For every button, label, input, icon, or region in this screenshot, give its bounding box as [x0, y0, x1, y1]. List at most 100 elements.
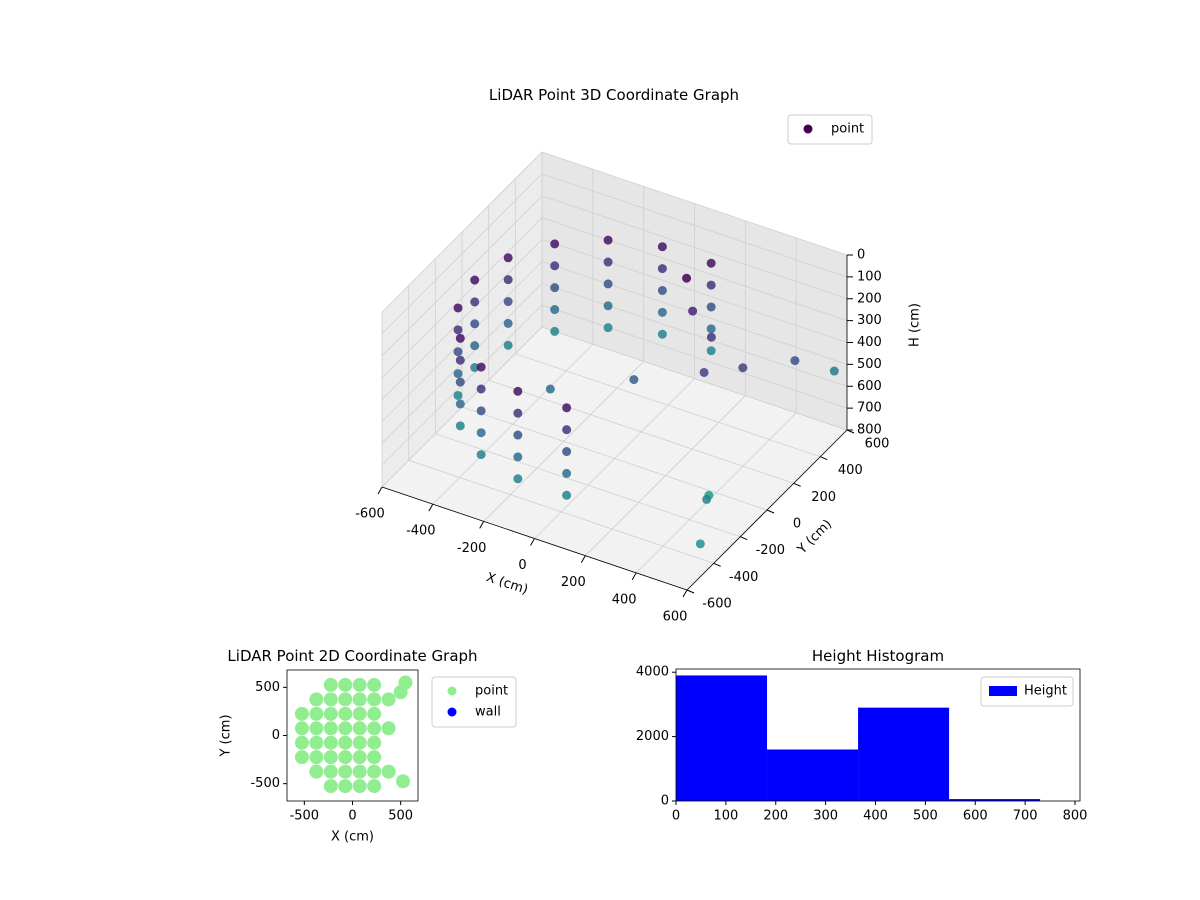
z-tick-label: 0	[857, 248, 865, 263]
point	[657, 264, 667, 274]
point	[323, 677, 338, 692]
point	[706, 346, 716, 356]
y-tick-label: 500	[255, 680, 280, 695]
point	[352, 706, 367, 721]
point	[562, 490, 572, 500]
legend-marker	[803, 124, 813, 134]
x-tick-label: -200	[457, 541, 487, 556]
x-tick-label: 300	[813, 809, 838, 824]
x-tick-label: 800	[1063, 809, 1088, 824]
legend-label: wall	[475, 705, 501, 720]
point	[367, 764, 382, 779]
point	[455, 399, 465, 409]
point	[513, 474, 523, 484]
y-tick	[686, 589, 695, 594]
point	[513, 452, 523, 462]
z-tick-label: 600	[857, 379, 882, 394]
grid-line	[381, 260, 848, 422]
point	[688, 306, 698, 316]
point	[503, 253, 513, 263]
y-tick	[793, 482, 801, 487]
y-tick	[766, 509, 775, 514]
x-axis-label: X (cm)	[484, 570, 530, 598]
x-tick-label: 100	[713, 809, 738, 824]
point	[453, 303, 463, 313]
point	[338, 750, 353, 765]
point	[323, 706, 338, 721]
point	[338, 779, 353, 794]
legend: point	[787, 114, 873, 145]
z-tick-label: 800	[857, 423, 882, 438]
point	[338, 735, 353, 750]
y-tick-label: -600	[702, 597, 732, 612]
point	[453, 390, 463, 400]
point	[367, 706, 382, 721]
point	[367, 750, 382, 765]
y-tick-label: 2000	[636, 729, 669, 744]
point	[309, 764, 324, 779]
point	[657, 285, 667, 295]
z-tick-label: 400	[857, 335, 882, 350]
y-tick	[820, 456, 828, 461]
x-tick-label: 400	[612, 592, 637, 607]
point	[352, 750, 367, 765]
grid-line	[381, 217, 848, 378]
point	[470, 297, 480, 307]
point	[513, 430, 523, 440]
point	[603, 235, 613, 245]
histogram-bar	[858, 707, 950, 801]
chart-title: LiDAR Point 2D Coordinate Graph	[227, 647, 477, 665]
legend: point wall	[431, 676, 517, 728]
point	[603, 257, 613, 267]
point	[352, 721, 367, 736]
y-tick	[713, 562, 721, 567]
point	[829, 366, 839, 376]
point	[503, 318, 513, 328]
point	[470, 275, 480, 285]
point	[513, 386, 523, 396]
y-tick-label: 400	[838, 463, 863, 478]
point	[381, 692, 396, 707]
point	[790, 356, 800, 366]
point	[603, 301, 613, 311]
point	[702, 494, 712, 504]
x-axis-label: X (cm)	[331, 830, 374, 845]
grid-line	[381, 239, 848, 400]
legend-marker	[447, 686, 457, 696]
point	[545, 384, 555, 394]
point	[629, 375, 639, 385]
point	[352, 735, 367, 750]
histogram-bar	[676, 675, 768, 801]
z-tick-label: 500	[857, 357, 882, 372]
point	[476, 450, 486, 460]
legend-label: point	[475, 684, 508, 699]
point	[476, 362, 486, 372]
point	[323, 779, 338, 794]
point	[323, 721, 338, 736]
point	[503, 297, 513, 307]
point	[309, 692, 324, 707]
point	[453, 369, 463, 379]
x-tick-label: 0	[348, 809, 356, 824]
point	[294, 735, 309, 750]
legend-swatch	[989, 686, 1017, 696]
legend-marker	[447, 707, 457, 717]
point	[550, 283, 560, 293]
grid-line	[381, 173, 848, 335]
point	[657, 329, 667, 339]
point	[657, 242, 667, 252]
point	[513, 408, 523, 418]
point	[562, 468, 572, 478]
point	[503, 275, 513, 285]
point	[323, 692, 338, 707]
y-tick-label: -200	[756, 543, 786, 558]
point	[706, 302, 716, 312]
point	[352, 677, 367, 692]
point	[453, 325, 463, 335]
point	[476, 406, 486, 416]
legend-label: point	[831, 122, 864, 137]
legend: Height	[980, 676, 1074, 707]
x-axis	[381, 486, 688, 591]
point	[562, 447, 572, 457]
